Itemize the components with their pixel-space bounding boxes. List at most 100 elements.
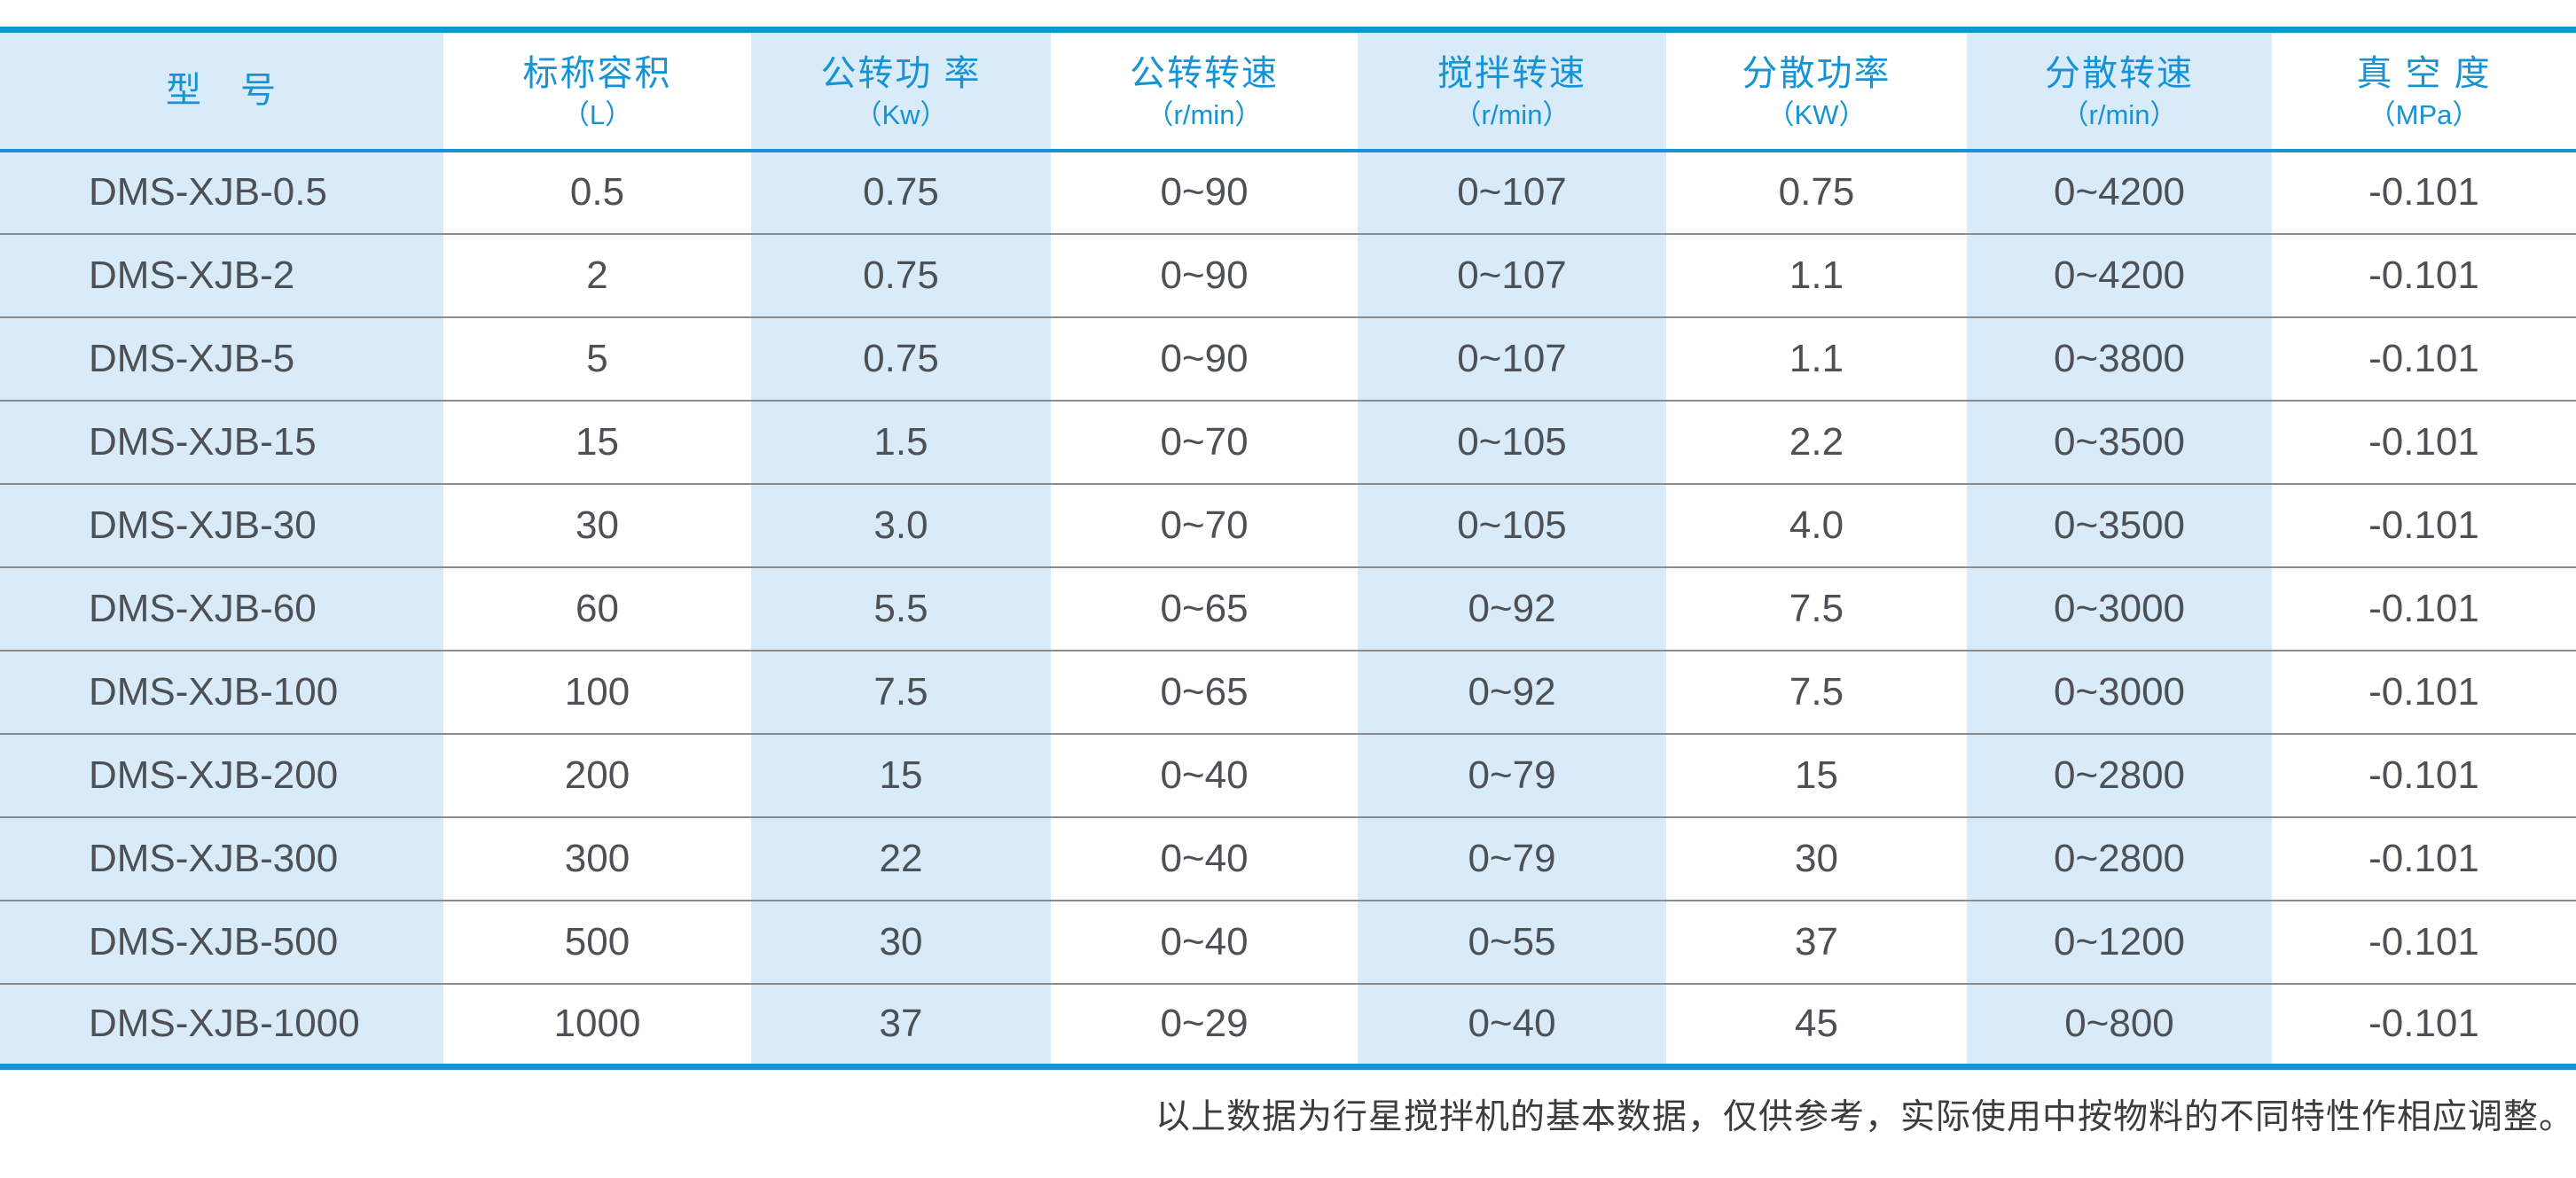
model-cell: DMS-XJB-500 <box>0 899 443 984</box>
column-title: 公转功 率 <box>820 53 982 93</box>
value-cell: 1.5 <box>751 399 1051 484</box>
table-row: DMS-XJB-1000 1000 37 0~29 0~40 45 0~800 -0.101 <box>0 982 2576 1067</box>
value-cell: 0~29 <box>1051 982 1358 1067</box>
column-unit: （KW） <box>1766 98 1867 130</box>
column-title: 真 空 度 <box>2356 53 2492 93</box>
table-row: DMS-XJB-5 5 0.75 0~90 0~107 1.1 0~3800 -0.101 <box>0 316 2576 401</box>
value-cell: 0~2800 <box>1967 732 2272 817</box>
value-cell: -0.101 <box>2272 815 2576 901</box>
column-unit: （r/min） <box>2061 98 2178 130</box>
column-title: 搅拌转速 <box>1437 53 1586 93</box>
value-cell: 0.75 <box>751 316 1051 401</box>
table-row: DMS-XJB-30 30 3.0 0~70 0~105 4.0 0~3500 -0.101 <box>0 482 2576 567</box>
value-cell: 0~40 <box>1051 732 1358 817</box>
column-title: 分散功率 <box>1742 53 1891 93</box>
value-cell: 500 <box>443 899 751 984</box>
value-cell: 30 <box>443 482 751 567</box>
value-cell: 0.75 <box>1778 170 1855 214</box>
value-cell: 0~105 <box>1358 399 1666 484</box>
value-cell: 0~65 <box>1051 649 1358 734</box>
value-cell: 0.75 <box>751 232 1051 317</box>
value-cell: -0.101 <box>2272 899 2576 984</box>
model-cell: DMS-XJB-0.5 <box>0 150 443 234</box>
model-cell: DMS-XJB-30 <box>0 482 443 567</box>
value-cell: 0~3500 <box>1967 482 2272 567</box>
value-cell: -0.101 <box>2272 399 2576 484</box>
column-header-4: 搅拌转速 （r/min） <box>1358 29 1666 152</box>
value-cell: 2 <box>443 232 751 317</box>
value-cell: 1.1 <box>1666 232 1967 317</box>
value-cell: 0~79 <box>1358 815 1666 901</box>
table-row: DMS-XJB-500 500 30 0~40 0~55 37 0~1200 -0.101 <box>0 899 2576 984</box>
value-cell: 100 <box>443 649 751 734</box>
spec-table: 型 号 标称容积 （L） 公转功 率 （Kw） 公转转速 （r/min） 搅拌转速 （r/min… <box>0 27 2576 1070</box>
model-cell: DMS-XJB-1000 <box>0 982 443 1067</box>
value-cell: 0~3500 <box>1967 399 2272 484</box>
value-cell: -0.101 <box>2272 649 2576 734</box>
value-cell: 0~1200 <box>1967 899 2272 984</box>
value-cell: 37 <box>1666 899 1967 984</box>
value-cell: 22 <box>751 815 1051 901</box>
model-cell: DMS-XJB-300 <box>0 815 443 901</box>
model-cell: DMS-XJB-200 <box>0 732 443 817</box>
model-cell: DMS-XJB-100 <box>0 649 443 734</box>
column-header-7: 真 空 度 （MPa） <box>2272 29 2576 152</box>
value-cell: 0~3000 <box>1967 566 2272 651</box>
value-cell: 0~55 <box>1358 899 1666 984</box>
value-cell: 0~40 <box>1051 815 1358 901</box>
value-cell: 1.1 <box>1666 316 1967 401</box>
value-cell: 45 <box>1666 982 1967 1067</box>
value-cell: 0~107 <box>1358 232 1666 317</box>
value-cell: 0.5 <box>569 170 625 214</box>
table-row: DMS-XJB-60 60 5.5 0~65 0~92 7.5 0~3000 -0.101 <box>0 566 2576 651</box>
value-cell: 200 <box>443 732 751 817</box>
value-cell: -0.101 <box>2272 232 2576 317</box>
column-unit: （r/min） <box>1146 98 1263 130</box>
value-cell: 37 <box>751 982 1051 1067</box>
value-cell: 0~4200 <box>1967 232 2272 317</box>
value-cell: 0~65 <box>1051 566 1358 651</box>
value-cell: 0~3000 <box>1967 649 2272 734</box>
column-header-2: 公转功 率 （Kw） <box>751 29 1051 152</box>
value-cell: 15 <box>1666 732 1967 817</box>
value-cell: 0~4200 <box>1967 150 2272 234</box>
table-row: DMS-XJB-0.5 0.5 0.75 0~90 0~107 0.75 0~4200 -0.… <box>0 150 2576 234</box>
value-cell: -0.101 <box>2272 982 2576 1067</box>
column-title: 分散转速 <box>2045 53 2194 93</box>
value-cell: 0~79 <box>1358 732 1666 817</box>
value-cell: 0~107 <box>1358 316 1666 401</box>
model-cell: DMS-XJB-60 <box>0 566 443 651</box>
table-row: DMS-XJB-2 2 0.75 0~90 0~107 1.1 0~4200 -0.101 <box>0 232 2576 317</box>
value-cell: 7.5 <box>1666 649 1967 734</box>
column-unit: （MPa） <box>2368 98 2480 130</box>
table-body: DMS-XJB-0.5 0.5 0.75 0~90 0~107 0.75 0~4200 -0.… <box>0 150 2576 1067</box>
value-cell: 4.0 <box>1666 482 1967 567</box>
table-row: DMS-XJB-100 100 7.5 0~65 0~92 7.5 0~3000 -0.101 <box>0 649 2576 734</box>
table-row: DMS-XJB-15 15 1.5 0~70 0~105 2.2 0~3500 -0.101 <box>0 399 2576 484</box>
model-cell: DMS-XJB-15 <box>0 399 443 484</box>
value-cell: 0~92 <box>1358 649 1666 734</box>
value-cell: 0~40 <box>1051 899 1358 984</box>
column-header-0: 型 号 <box>0 29 443 152</box>
footnote: 以上数据为行星搅拌机的基本数据，仅供参考，实际使用中按物料的不同特性作相应调整。 <box>1155 1097 2574 1137</box>
value-cell: 7.5 <box>751 649 1051 734</box>
column-unit: （L） <box>561 98 633 130</box>
value-cell: 0.75 <box>751 150 1051 234</box>
table-row: DMS-XJB-200 200 15 0~40 0~79 15 0~2800 -0.101 <box>0 732 2576 817</box>
value-cell: 5.5 <box>751 566 1051 651</box>
value-cell: 7.5 <box>1666 566 1967 651</box>
value-cell: -0.101 <box>2272 482 2576 567</box>
value-cell: 30 <box>1666 815 1967 901</box>
value-cell: -0.101 <box>2272 732 2576 817</box>
value-cell: 3.0 <box>751 482 1051 567</box>
value-cell: 5 <box>443 316 751 401</box>
value-cell: 2.2 <box>1666 399 1967 484</box>
value-cell: 0~3800 <box>1967 316 2272 401</box>
value-cell: 0~40 <box>1358 982 1666 1067</box>
value-cell: 0~107 <box>1358 150 1666 234</box>
column-header-6: 分散转速 （r/min） <box>1967 29 2272 152</box>
value-cell: 0~90 <box>1051 316 1358 401</box>
column-unit: （r/min） <box>1453 98 1570 130</box>
header-row: 型 号 标称容积 （L） 公转功 率 （Kw） 公转转速 （r/min） 搅拌转速 （r/min… <box>0 29 2576 152</box>
value-cell: -0.101 <box>2272 566 2576 651</box>
